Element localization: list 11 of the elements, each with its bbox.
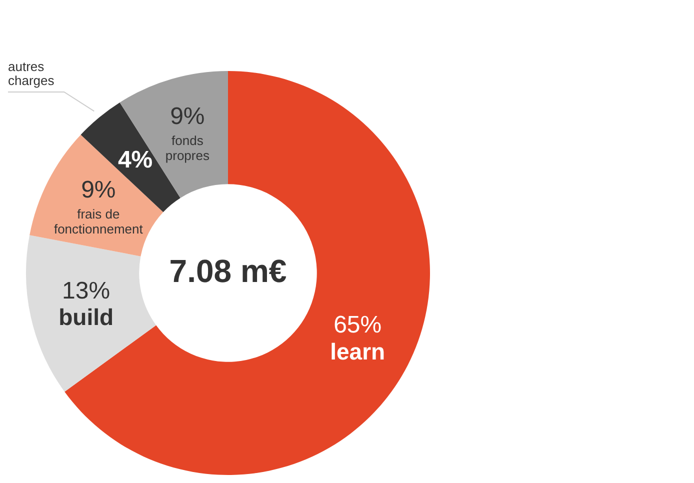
data-label: 9% bbox=[170, 102, 205, 130]
slice-label: build bbox=[58, 304, 114, 330]
data-label: 9% bbox=[81, 176, 116, 204]
data-label: 65% bbox=[334, 312, 382, 339]
slice-label: learn bbox=[330, 338, 386, 364]
data-label: 4% bbox=[118, 146, 153, 174]
slice-label: fonds propres bbox=[165, 132, 210, 163]
slice-label: frais de fonctionnement bbox=[54, 206, 144, 237]
data-label: 13% bbox=[62, 277, 110, 304]
text: 7.08 m€ bbox=[169, 252, 287, 289]
slice-label: autres charges bbox=[8, 59, 55, 88]
